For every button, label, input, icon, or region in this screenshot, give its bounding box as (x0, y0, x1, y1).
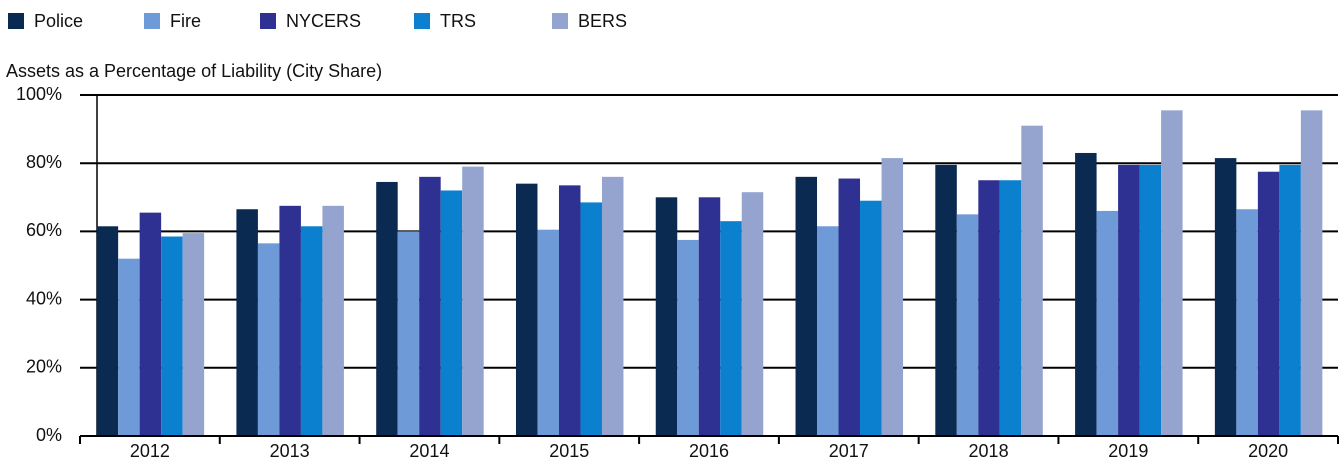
bar (139, 212, 162, 436)
chart-title: Assets as a Percentage of Liability (Cit… (6, 61, 382, 81)
bar (440, 190, 463, 436)
bar (1096, 210, 1119, 436)
bar (860, 200, 882, 436)
legend-swatch (8, 13, 24, 29)
bar (956, 214, 979, 436)
bar (1139, 164, 1162, 436)
bar (279, 205, 301, 436)
bar (978, 180, 1000, 436)
y-tick-label: 80% (26, 152, 62, 172)
bar (322, 205, 344, 436)
bar (96, 226, 119, 436)
legend-label: BERS (578, 11, 627, 31)
bar (1161, 110, 1183, 436)
bar (881, 158, 904, 436)
legend-label: Police (34, 11, 83, 31)
bar (537, 229, 559, 436)
y-tick-label: 60% (26, 220, 62, 240)
legend-swatch (414, 13, 430, 29)
bar (817, 226, 839, 436)
bar (462, 166, 484, 437)
x-tick-label: 2014 (409, 441, 449, 460)
bar (182, 233, 205, 436)
legend-label: Fire (170, 11, 201, 31)
bar (698, 197, 721, 436)
bar (795, 176, 818, 436)
bar (601, 176, 624, 436)
bar (300, 226, 323, 436)
legend-label: NYCERS (286, 11, 361, 31)
x-tick-label: 2015 (549, 441, 589, 460)
x-tick-label: 2017 (829, 441, 869, 460)
y-tick-label: 100% (16, 84, 62, 104)
legend-swatch (260, 13, 276, 29)
bar (1300, 110, 1323, 436)
bar (720, 221, 742, 436)
bar (118, 258, 140, 436)
x-tick-label: 2020 (1248, 441, 1288, 460)
bar (999, 180, 1022, 436)
bar (1236, 209, 1258, 436)
legend-swatch (144, 13, 160, 29)
bar (257, 243, 280, 436)
bar (1257, 171, 1280, 436)
bar (161, 236, 183, 436)
bar (515, 183, 538, 436)
bar (1118, 164, 1140, 436)
y-tick-label: 20% (26, 357, 62, 377)
legend-swatch (552, 13, 568, 29)
bar (397, 231, 420, 436)
y-tick-label: 40% (26, 288, 62, 308)
bar (1279, 164, 1301, 436)
x-tick-label: 2018 (969, 441, 1009, 460)
bar (419, 176, 441, 436)
x-tick-label: 2013 (270, 441, 310, 460)
bar (236, 209, 258, 436)
bar (580, 202, 602, 436)
bar (1075, 152, 1097, 436)
bar (1021, 125, 1043, 436)
x-tick-label: 2012 (130, 441, 170, 460)
bar (838, 178, 861, 437)
bar (376, 181, 398, 436)
x-tick-label: 2016 (689, 441, 729, 460)
bar (1214, 158, 1237, 436)
legend-label: TRS (440, 11, 476, 31)
bar (655, 197, 678, 436)
bar (677, 239, 699, 436)
y-tick-label: 0% (36, 425, 62, 445)
x-tick-label: 2019 (1108, 441, 1148, 460)
bar (935, 164, 957, 436)
bar (741, 192, 764, 436)
bar (558, 185, 581, 436)
